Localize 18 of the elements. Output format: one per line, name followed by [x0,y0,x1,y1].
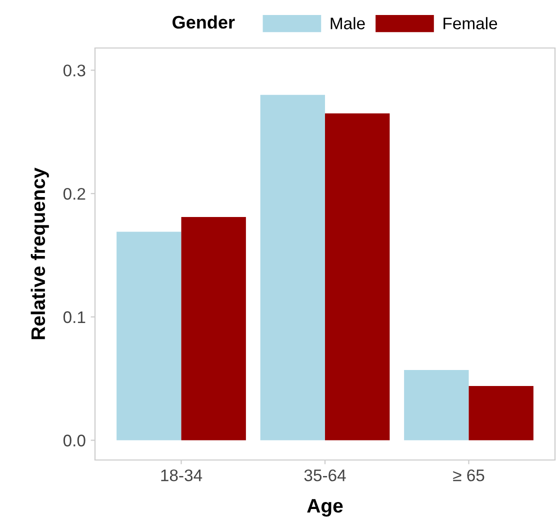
y-tick-label: 0.0 [63,434,86,446]
bar [116,232,182,440]
bar [468,386,534,440]
x-tick-label: 35-64 [304,469,346,482]
legend-title: Gender [172,15,235,29]
legend-label: Male [330,17,365,30]
y-tick-label: 0.3 [63,64,86,76]
bar [260,94,325,440]
bar [181,216,246,440]
x-tick-label: 18-34 [161,469,202,482]
x-axis-title: Age [307,499,343,517]
legend-label: Female [444,17,498,30]
bar [404,370,469,440]
y-tick-label: 0.1 [63,311,86,324]
x-tick-label: ≥ 65 [453,469,484,482]
y-tick-label: 0.2 [63,188,86,200]
y-axis-title: Relative frequency [30,168,49,340]
bar [325,113,390,440]
